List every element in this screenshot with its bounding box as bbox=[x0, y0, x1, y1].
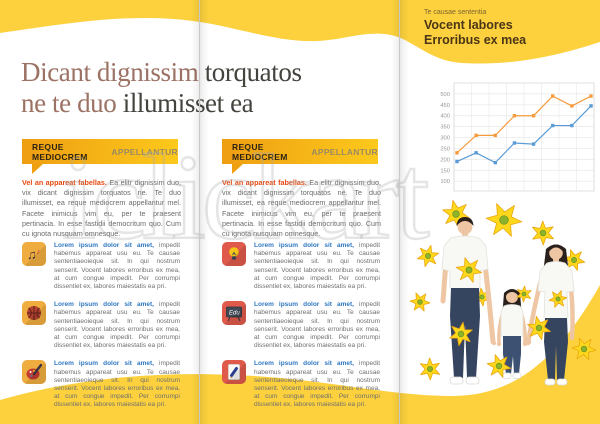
list-item: Edu Lorem ipsum dolor sit amet, impedit … bbox=[222, 301, 380, 350]
holding-hands bbox=[496, 341, 502, 347]
item-body: impedit habemus appareat usu eu. Te caus… bbox=[254, 360, 380, 409]
woman-figure bbox=[525, 244, 575, 386]
flower-icon bbox=[485, 203, 523, 237]
list-item: Lorem ipsum dolor sit amet, impedit habe… bbox=[22, 360, 180, 409]
intro-paragraph: Vel an appareat fabellas. Ea elitr digni… bbox=[22, 178, 181, 239]
svg-text:450: 450 bbox=[440, 103, 450, 109]
item-lead: Lorem ipsum dolor sit amet, bbox=[54, 242, 154, 249]
headline-rest: torquatos bbox=[198, 57, 302, 87]
item-body: impedit habemus appareat usu eu. Te caus… bbox=[254, 242, 380, 291]
feature-list: Lorem ipsum dolor sit amet, impedit habe… bbox=[222, 242, 380, 420]
cover-kicker: Te causae sententia bbox=[424, 9, 487, 16]
svg-text:♫: ♫ bbox=[27, 247, 37, 262]
brochure-headline: Dicant dignissim torquatos ne te duo ill… bbox=[21, 57, 302, 119]
intro-body: Ea elitr dignissim duo, vix dicant digni… bbox=[22, 178, 182, 239]
badge-light-label: APPELLANTUR bbox=[111, 146, 178, 157]
basketball-icon bbox=[22, 301, 46, 326]
list-item: Lorem ipsum dolor sit amet, impedit habe… bbox=[222, 242, 380, 291]
headline-accent: Dicant dignissim bbox=[21, 57, 199, 87]
feature-list: ♫♪ Lorem ipsum dolor sit amet, impedit h… bbox=[22, 242, 180, 420]
svg-text:500: 500 bbox=[440, 92, 450, 98]
pencil-paper-icon bbox=[222, 360, 246, 385]
paint-palette-icon bbox=[22, 360, 46, 385]
cover-title-line2: Erroribus ex mea bbox=[424, 33, 527, 47]
item-lead: Lorem ipsum dolor sit amet, bbox=[254, 360, 354, 368]
item-body: impedit habemus appareat usu eu. Te caus… bbox=[54, 242, 180, 291]
flower-icon bbox=[455, 257, 483, 283]
svg-text:350: 350 bbox=[440, 125, 450, 131]
intro-lead: Vel an appareat fabellas. bbox=[22, 178, 107, 187]
cover-title-line1: Vocent labores bbox=[424, 18, 513, 32]
blackboard-edu-icon: Edu bbox=[222, 301, 246, 326]
item-lead: Lorem ipsum dolor sit amet, bbox=[54, 360, 154, 368]
item-lead: Lorem ipsum dolor sit amet, bbox=[254, 301, 354, 309]
holding-hands bbox=[526, 339, 532, 345]
svg-text:250: 250 bbox=[440, 146, 450, 152]
svg-text:♪: ♪ bbox=[36, 247, 40, 256]
cover-heading: Te causae sententia Vocent labores Error… bbox=[424, 9, 526, 48]
badge-light-label: APPELLANTUR bbox=[311, 146, 378, 157]
blue-series bbox=[456, 105, 592, 164]
flower-icon bbox=[409, 292, 431, 312]
svg-text:200: 200 bbox=[440, 157, 450, 163]
badge-bold-label: REQUE MEDIOCREM bbox=[32, 141, 88, 162]
item-body: impedit habemus appareat usu eu. Te caus… bbox=[54, 360, 180, 409]
flower-icon bbox=[419, 357, 441, 381]
svg-text:300: 300 bbox=[440, 136, 450, 142]
section-badge: REQUE MEDIOCREM APPELLANTUR bbox=[222, 139, 378, 174]
list-item: Lorem ipsum dolor sit amet, impedit habe… bbox=[222, 360, 380, 409]
headline-rest: illumisset ea bbox=[116, 88, 254, 118]
svg-text:100: 100 bbox=[440, 179, 450, 185]
flower-icon bbox=[571, 337, 597, 361]
flower-icon bbox=[532, 220, 554, 246]
section-badge: REQUE MEDIOCREM APPELLANTUR bbox=[22, 139, 178, 174]
item-body: impedit habemus appareat usu eu. Te caus… bbox=[254, 301, 380, 350]
flower-icon bbox=[416, 245, 440, 267]
holding-hands bbox=[491, 340, 497, 346]
list-item: ♫♪ Lorem ipsum dolor sit amet, impedit h… bbox=[22, 242, 180, 291]
holding-hands bbox=[522, 341, 528, 347]
headline-accent: ne te duo bbox=[21, 88, 117, 118]
lightbulb-icon bbox=[222, 242, 246, 266]
line-chart: 100 150 200 250 300 350 400 450 500 bbox=[428, 79, 598, 202]
list-item: Lorem ipsum dolor sit amet, impedit habe… bbox=[22, 301, 180, 350]
svg-text:150: 150 bbox=[440, 168, 450, 174]
intro-lead: Vel an appareat fabellas. bbox=[222, 178, 307, 187]
item-body: impedit habemus appareat usu eu. Te caus… bbox=[54, 301, 180, 350]
svg-text:400: 400 bbox=[440, 114, 450, 120]
badge-bold-label: REQUE MEDIOCREM bbox=[232, 141, 288, 162]
item-lead: Lorem ipsum dolor sit amet, bbox=[54, 301, 154, 309]
intro-body: Ea elitr dignissim duo, vix dicant digni… bbox=[222, 178, 382, 239]
family-photo bbox=[406, 196, 600, 401]
music-notes-icon: ♫♪ bbox=[22, 242, 46, 266]
item-lead: Lorem ipsum dolor sit amet, bbox=[254, 242, 354, 249]
intro-paragraph: Vel an appareat fabellas. Ea elitr digni… bbox=[222, 178, 381, 239]
orange-series bbox=[456, 95, 592, 154]
